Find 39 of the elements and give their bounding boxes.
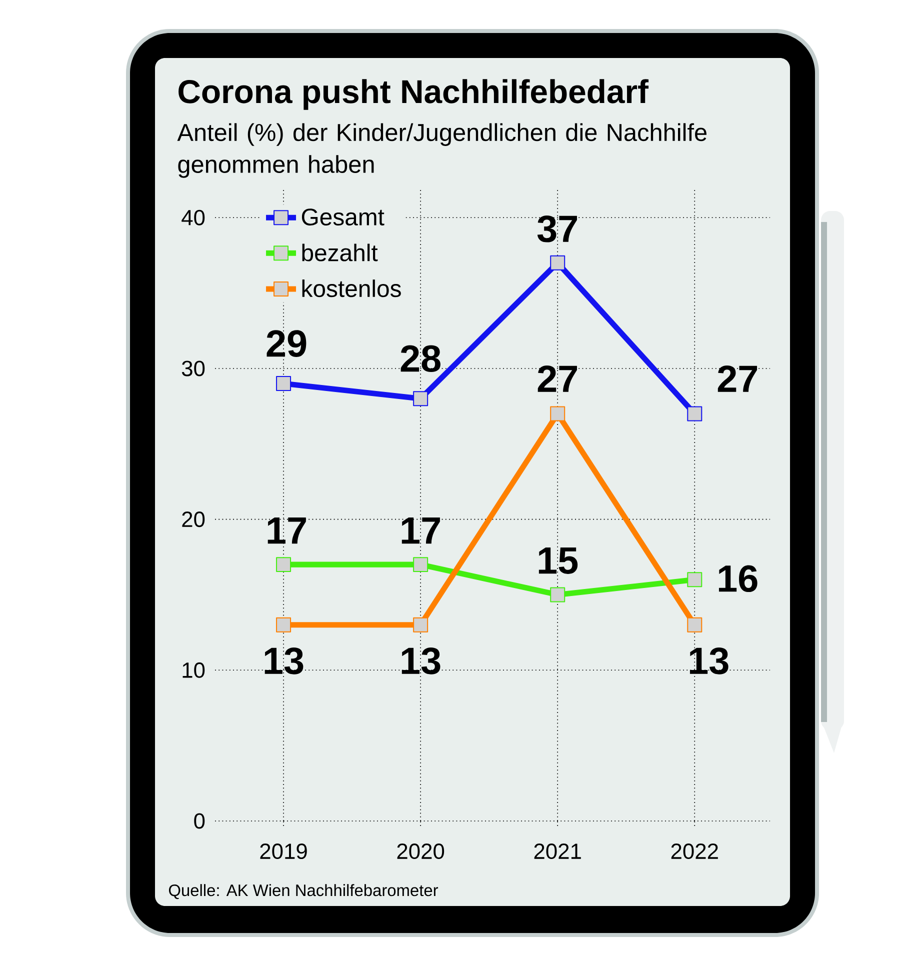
y-tick-label: 10 (182, 662, 205, 678)
x-tick-label: 2022 (671, 844, 718, 860)
chart-subtitle: Anteil (%) der Kinder/Jugendlichen die Nachhilfe genommen haben (177, 123, 706, 178)
point (276, 617, 292, 632)
point (687, 406, 702, 422)
data-label: 37 (537, 215, 577, 242)
point (550, 587, 566, 602)
data-label: 27 (538, 365, 577, 392)
point (687, 572, 702, 588)
point (413, 391, 428, 406)
y-tick-label: 30 (182, 360, 205, 376)
point (550, 406, 566, 422)
y-tick-label: 0 (194, 813, 205, 829)
data-label: 15 (538, 548, 578, 574)
point (687, 617, 702, 632)
point (276, 376, 292, 392)
legend-label: kostenlos (302, 280, 401, 298)
chart-title: Corona pusht Nachhilfebedarf (178, 79, 649, 110)
x-tick-label: 2019 (260, 844, 307, 860)
point (550, 255, 566, 270)
data-label: 13 (690, 647, 728, 674)
x-tick-label: 2020 (397, 844, 444, 860)
data-label: 17 (268, 518, 306, 544)
data-label: 13 (402, 647, 440, 674)
data-label: 28 (400, 345, 440, 372)
data-label: 13 (264, 647, 304, 674)
data-label: 16 (718, 565, 758, 592)
point (413, 557, 428, 572)
source-note: Quelle: AK Wien Nachhilfebarometer (168, 884, 438, 900)
point (276, 557, 292, 572)
data-label: 29 (266, 330, 306, 357)
y-tick-label: 40 (182, 210, 205, 226)
y-tick-label: 20 (182, 512, 205, 528)
legend-label: bezahlt (302, 244, 378, 262)
point (413, 617, 428, 632)
data-label: 27 (718, 365, 758, 392)
legend-label: Gesamt (302, 208, 384, 226)
data-label: 17 (402, 518, 440, 544)
x-tick-label: 2021 (534, 844, 581, 860)
